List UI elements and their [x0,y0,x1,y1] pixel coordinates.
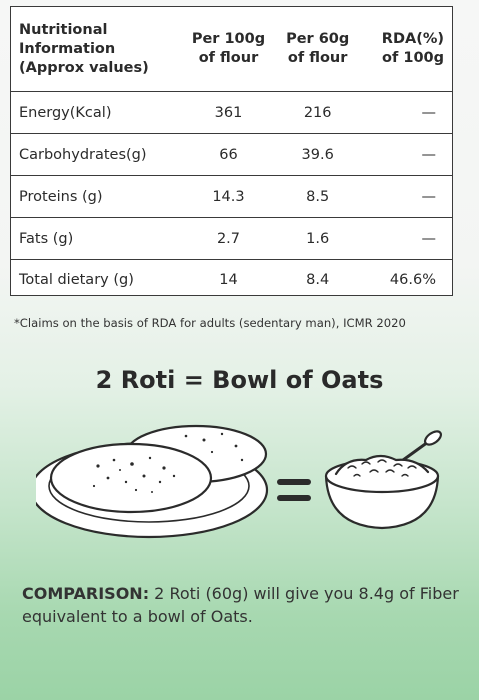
nutrition-table: Nutritional Information (Approx values) … [11,7,452,300]
per-100g-value: 361 [182,91,275,134]
per-100g-value: 14 [182,259,275,300]
rda-value: 46.6% [360,259,452,300]
rda-footnote: *Claims on the basis of RDA for adults (… [14,316,406,330]
table-row: Fats (g) 2.7 1.6 — [11,217,452,260]
equation-heading: 2 Roti = Bowl of Oats [95,366,384,394]
table-row: Energy(Kcal) 361 216 — [11,91,452,134]
per-100g-value: 66 [182,133,275,176]
per-60g-value: 216 [274,91,361,134]
oats-bowl-icon [324,430,443,530]
nutrient-name: Proteins (g) [11,175,183,218]
header-per-60g: Per 60g of flour [286,31,350,66]
table-row: Carbohydrates(g) 66 39.6 — [11,133,452,176]
rda-value: — [360,217,452,260]
comparison-body: 2 Roti (60g) will give you 8.4g of Fiber… [22,584,459,626]
nutrition-table-panel: Nutritional Information (Approx values) … [10,6,453,300]
per-60g-value: 8.5 [274,175,361,218]
table-row: Total dietary (g) 14 8.4 46.6% [11,259,452,300]
header-rda: RDA(%) of 100g [381,31,444,66]
equals-icon [277,479,311,501]
per-60g-value: 1.6 [274,217,361,260]
per-100g-value: 14.3 [182,175,275,218]
roti-oats-illustration [36,424,443,539]
per-100g-value: 2.7 [182,217,275,260]
rda-value: — [360,91,452,134]
table-header-row: Nutritional Information (Approx values) … [11,7,452,92]
comparison-label: COMPARISON: [22,584,150,603]
comparison-text: COMPARISON: 2 Roti (60g) will give you 8… [22,582,462,628]
rda-value: — [360,175,452,218]
nutrient-name: Carbohydrates(g) [11,133,183,176]
header-nutritional-information: Nutritional Information (Approx values) [19,21,149,76]
per-60g-value: 8.4 [274,259,361,300]
nutrient-name: Fats (g) [11,217,183,260]
rda-value: — [360,133,452,176]
nutrient-name: Total dietary (g) [11,259,183,300]
per-60g-value: 39.6 [274,133,361,176]
table-row: Proteins (g) 14.3 8.5 — [11,175,452,218]
roti-plate-icon [36,424,269,539]
nutrient-name: Energy(Kcal) [11,91,183,134]
header-per-100g: Per 100g of flour [191,31,266,66]
